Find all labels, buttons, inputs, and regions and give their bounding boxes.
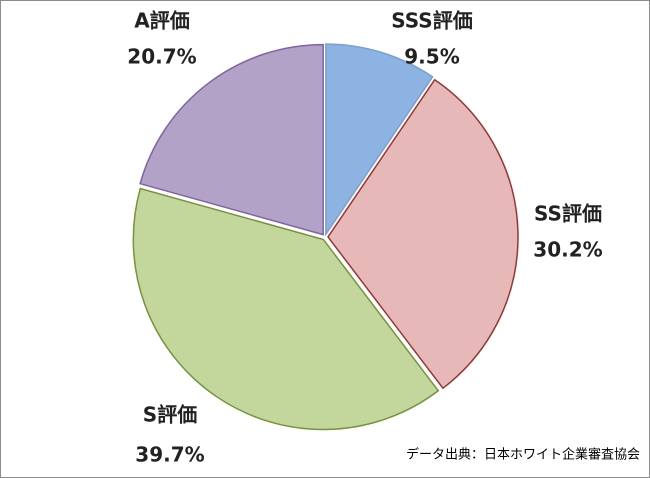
slice-label: SS評価 (534, 202, 602, 226)
slice-value-label: 9.5% (404, 45, 459, 69)
source-note: データ出典：日本ホワイト企業審査協会 (406, 447, 640, 463)
pie-slice (132, 187, 440, 431)
pie-slice (325, 43, 434, 237)
slice-label: SSS評価 (391, 9, 472, 33)
slice-label: S評価 (143, 403, 197, 427)
pie-slice (139, 43, 324, 236)
slice-value-label: 30.2% (533, 238, 602, 262)
slice-label: A評価 (134, 9, 189, 33)
slice-value-label: 39.7% (135, 443, 204, 467)
slice-value-label: 20.7% (127, 45, 196, 69)
pie-slice (327, 78, 519, 390)
